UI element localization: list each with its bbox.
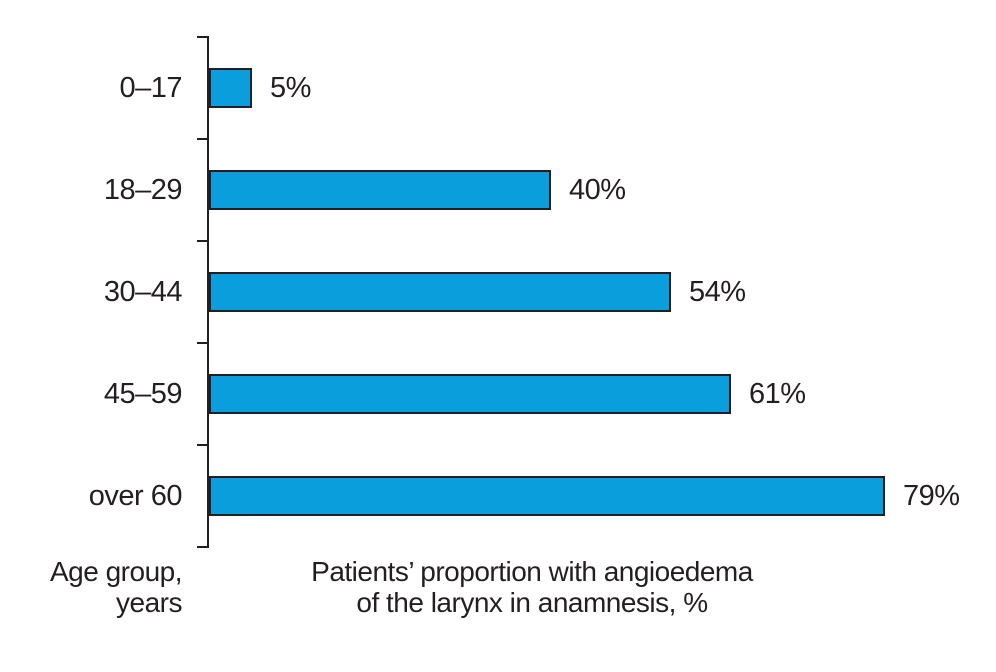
axis-tick (197, 240, 209, 242)
y-axis-caption: Age group, years (0, 556, 183, 618)
bar-value-label: 5% (270, 72, 311, 104)
axis-tick (197, 138, 209, 140)
bar (209, 170, 551, 210)
y-axis-caption-line1: Age group, (50, 556, 183, 587)
category-label: 18–29 (103, 174, 183, 206)
bar-value-label: 40% (569, 174, 626, 206)
x-axis-caption-line2: of the larynx in anamnesis, % (356, 587, 708, 618)
axis-tick (197, 342, 209, 344)
bar (209, 374, 731, 414)
category-label: 0–17 (119, 72, 182, 104)
bar (209, 68, 252, 108)
axis-tick (197, 546, 209, 548)
category-label: 30–44 (103, 276, 183, 308)
category-label: 45–59 (103, 378, 183, 410)
bar-value-label: 54% (689, 276, 746, 308)
x-axis-caption-line1: Patients’ proportion with angioedema (311, 556, 753, 587)
bar (209, 476, 885, 516)
bar-value-label: 79% (903, 480, 960, 512)
bar-value-label: 61% (749, 378, 806, 410)
bar (209, 272, 671, 312)
x-axis-caption: Patients’ proportion with angioedema of … (210, 556, 854, 618)
axis-tick (197, 444, 209, 446)
plot-area: 5% 40% 54% 61% 79% (197, 36, 960, 548)
y-axis-caption-line2: years (116, 587, 182, 618)
axis-tick (197, 36, 209, 38)
category-label: over 60 (88, 480, 183, 512)
